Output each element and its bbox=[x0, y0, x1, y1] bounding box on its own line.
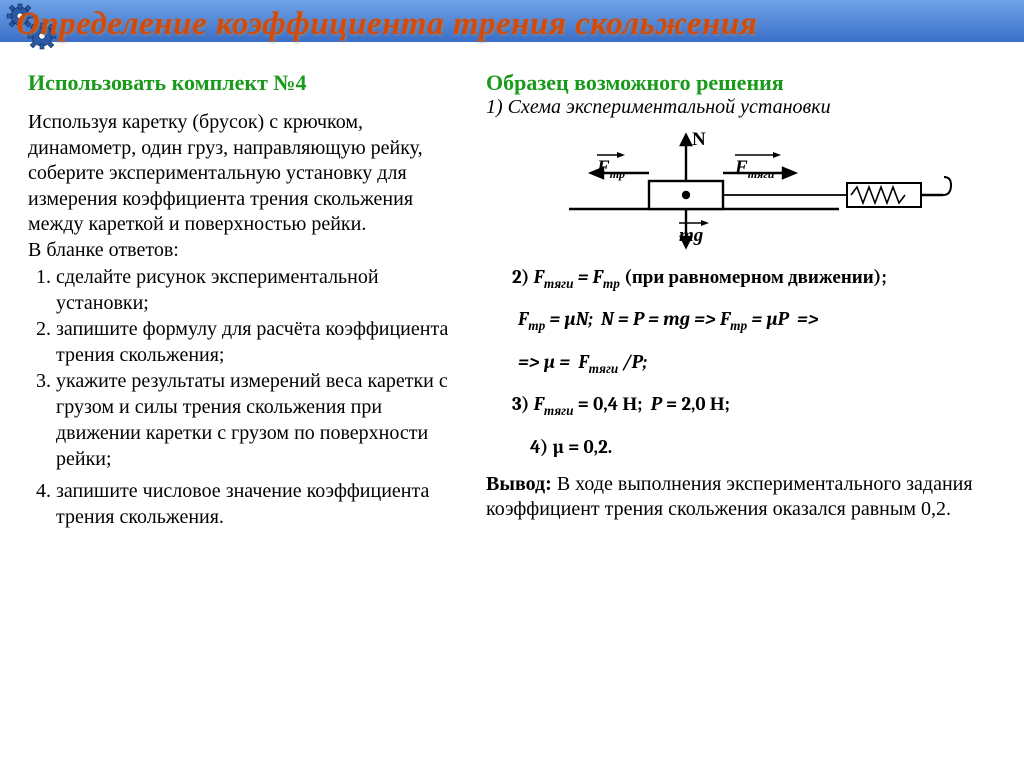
eq-text: тр bbox=[603, 277, 620, 292]
eq-text: F bbox=[534, 266, 544, 288]
eq-derivation-1: Fтр = µN; N = P = mg => Fтр = µP => bbox=[518, 305, 1002, 337]
list-item: запишите формулу для расчёта коэффициент… bbox=[56, 316, 468, 368]
eq-step2: 2) Fтяги = Fтр (при равномерном движении… bbox=[512, 263, 1002, 295]
eq-derivation-2: => µ = Fтяги /P; bbox=[518, 348, 1002, 380]
list-item: сделайте рисунок экспериментальной устан… bbox=[56, 264, 468, 316]
label-Ftr: Fтр bbox=[596, 157, 625, 181]
list-item: укажите результаты измерений веса каретк… bbox=[56, 368, 468, 472]
conclusion-lead: Вывод: bbox=[486, 473, 552, 495]
left-heading: Использовать комплект №4 bbox=[28, 70, 468, 96]
scheme-caption: 1) Схема экспериментальной установки bbox=[486, 96, 1002, 119]
eq-text: тяги bbox=[544, 277, 574, 292]
task-intro: Используя каретку (брусок) с крючком, ди… bbox=[28, 110, 468, 264]
conclusion-text: В ходе выполнения экспериментального зад… bbox=[486, 473, 973, 520]
label-mg: mg bbox=[679, 225, 703, 246]
eq-text: = F bbox=[573, 266, 602, 288]
eq-step3: 3) Fтяги = 0,4 Н; P = 2,0 Н; bbox=[512, 390, 1002, 422]
conclusion: Вывод: В ходе выполнения экспериментальн… bbox=[486, 472, 1002, 522]
content-columns: Использовать комплект №4 Используя карет… bbox=[0, 42, 1024, 538]
equations: 2) Fтяги = Fтр (при равномерном движении… bbox=[512, 263, 1002, 462]
eq-step4: 4) µ = 0,2. bbox=[530, 433, 1002, 462]
eq-text: 2) bbox=[512, 266, 534, 288]
right-column: Образец возможного решения 1) Схема эксп… bbox=[486, 70, 1012, 530]
list-item: запишите числовое значение коэффициента … bbox=[56, 478, 468, 530]
eq-text: (при равномерном движении); bbox=[620, 266, 887, 288]
page-title: Определение коэффициента трения скольжен… bbox=[16, 6, 1024, 43]
task-list: сделайте рисунок экспериментальной устан… bbox=[28, 264, 468, 530]
label-N: N bbox=[692, 129, 706, 150]
left-column: Использовать комплект №4 Используя карет… bbox=[28, 70, 468, 530]
setup-diagram: N Fтр Fтяги mg bbox=[529, 123, 959, 253]
right-heading: Образец возможного решения bbox=[486, 70, 1002, 96]
label-Ftyagi: Fтяги bbox=[734, 157, 775, 181]
